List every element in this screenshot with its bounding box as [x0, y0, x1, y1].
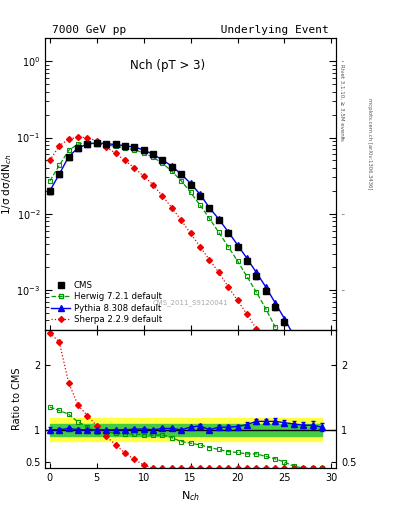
Text: mcplots.cern.ch [arXiv:1306.3436]: mcplots.cern.ch [arXiv:1306.3436] [367, 98, 373, 189]
Text: Rivet 3.1.10, ≥ 3.5M events: Rivet 3.1.10, ≥ 3.5M events [339, 64, 344, 141]
X-axis label: N$_{ch}$: N$_{ch}$ [181, 489, 200, 503]
Legend: CMS, Herwig 7.2.1 default, Pythia 8.308 default, Sherpa 2.2.9 default: CMS, Herwig 7.2.1 default, Pythia 8.308 … [50, 280, 163, 326]
Y-axis label: Ratio to CMS: Ratio to CMS [12, 368, 22, 431]
Text: Nch (pT > 3): Nch (pT > 3) [130, 59, 205, 72]
Y-axis label: 1/σ dσ/dN$_{ch}$: 1/σ dσ/dN$_{ch}$ [0, 154, 14, 215]
Title: 7000 GeV pp              Underlying Event: 7000 GeV pp Underlying Event [52, 25, 329, 35]
Text: CMS_2011_S9120041: CMS_2011_S9120041 [153, 300, 228, 307]
